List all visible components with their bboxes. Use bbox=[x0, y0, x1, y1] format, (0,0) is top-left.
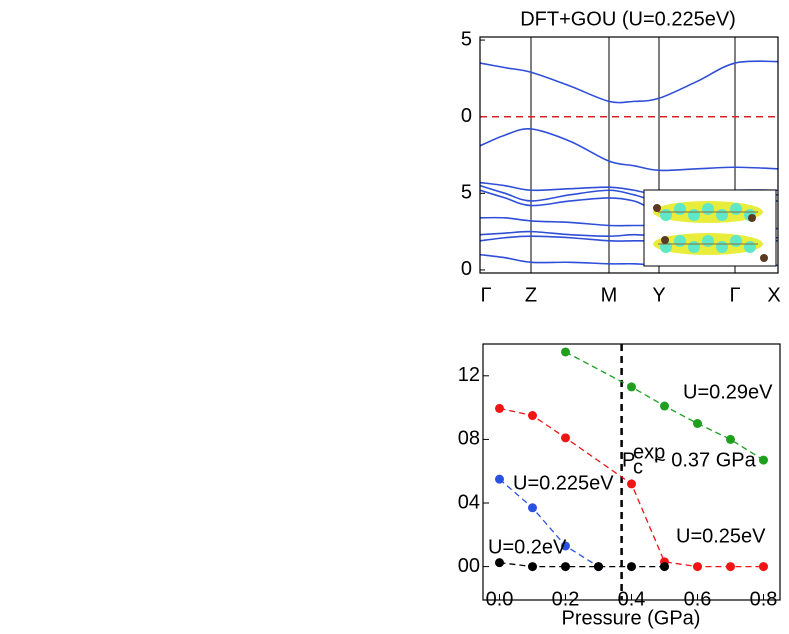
data-point bbox=[726, 562, 735, 572]
annotation: exp bbox=[633, 441, 665, 463]
chart-title: DFT+GOU (U=0.225eV) bbox=[520, 8, 736, 30]
data-point bbox=[627, 479, 636, 489]
x-tick-label: Γ bbox=[729, 284, 740, 306]
molecule-atom bbox=[748, 214, 756, 222]
y-tick-label: 0 bbox=[461, 105, 472, 127]
x-tick-label: Γ bbox=[480, 284, 491, 306]
series-label: U=0.2eV bbox=[488, 536, 567, 558]
x-axis-label: Pressure (GPa) bbox=[562, 607, 701, 629]
plot-frame bbox=[479, 36, 779, 274]
y-tick-label: 0 bbox=[461, 258, 472, 280]
orbital-lobe bbox=[702, 235, 714, 247]
band-line bbox=[479, 60, 779, 104]
data-point bbox=[660, 562, 669, 572]
annotation: c bbox=[633, 456, 643, 478]
data-point bbox=[759, 455, 768, 465]
series-line bbox=[565, 351, 764, 461]
data-point bbox=[528, 411, 537, 421]
data-point bbox=[594, 562, 603, 572]
x-tick-label: Y bbox=[652, 284, 665, 306]
data-point bbox=[528, 562, 537, 572]
y-tick-label: 04 bbox=[458, 491, 480, 513]
data-point bbox=[561, 347, 570, 357]
orbital-lobe bbox=[716, 209, 728, 221]
x-tick-label: M bbox=[601, 284, 618, 306]
series-line bbox=[499, 407, 764, 568]
orbital-lobe bbox=[730, 235, 742, 247]
data-point bbox=[495, 474, 504, 484]
series-line bbox=[499, 561, 665, 568]
orbital-lobe bbox=[674, 203, 686, 215]
orbital-lobe bbox=[730, 203, 742, 215]
orbital-lobe bbox=[674, 235, 686, 247]
data-point bbox=[528, 503, 537, 513]
data-point bbox=[660, 401, 669, 411]
data-point bbox=[495, 403, 504, 413]
orbital-lobe bbox=[688, 209, 700, 221]
orbital-lobe bbox=[702, 203, 714, 215]
annotation: ~ 0.37 GPa bbox=[654, 449, 757, 471]
band-line bbox=[479, 128, 779, 172]
y-tick-label: 08 bbox=[458, 428, 480, 450]
data-point bbox=[693, 562, 702, 572]
y-tick-label: 12 bbox=[458, 364, 480, 386]
series-label: U=0.225eV bbox=[513, 472, 614, 494]
series-label: U=0.25eV bbox=[676, 525, 766, 547]
x-tick-label: Z bbox=[525, 284, 537, 306]
y-tick-label: 00 bbox=[458, 555, 480, 577]
data-point bbox=[627, 562, 636, 572]
annotation: P bbox=[622, 449, 635, 471]
data-point bbox=[561, 433, 570, 443]
y-tick-label: 5 bbox=[461, 28, 472, 50]
orbital-lobe bbox=[688, 241, 700, 253]
series-line bbox=[499, 478, 599, 568]
molecule-atom bbox=[661, 236, 669, 244]
data-point bbox=[495, 558, 504, 568]
x-tick-label: X bbox=[767, 284, 780, 306]
orbital-lobe bbox=[660, 209, 672, 221]
orbital-lobe bbox=[716, 241, 728, 253]
data-point bbox=[693, 419, 702, 429]
data-point bbox=[627, 382, 636, 392]
molecule-atom bbox=[760, 254, 768, 262]
series-label: U=0.29eV bbox=[683, 381, 773, 403]
orbital-lobe bbox=[744, 241, 756, 253]
data-point bbox=[561, 541, 570, 551]
data-point bbox=[759, 562, 768, 572]
molecule-atom bbox=[653, 204, 661, 212]
data-point bbox=[561, 562, 570, 572]
y-tick-label: 5 bbox=[461, 182, 472, 204]
inset bbox=[643, 189, 777, 267]
data-point bbox=[726, 434, 735, 444]
